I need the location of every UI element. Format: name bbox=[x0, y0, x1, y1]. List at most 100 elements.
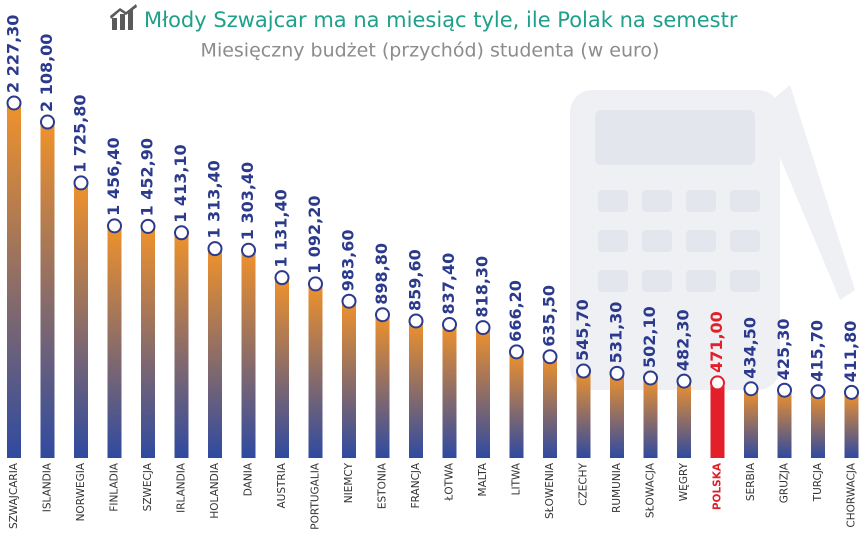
bar bbox=[141, 226, 155, 458]
bar bbox=[778, 390, 792, 458]
bar bbox=[543, 357, 557, 458]
bar-marker bbox=[443, 318, 456, 331]
value-label: 1 456,40 bbox=[104, 137, 123, 215]
bar bbox=[175, 233, 189, 458]
bar-marker bbox=[142, 220, 155, 233]
bar-marker bbox=[678, 375, 691, 388]
x-tick-label: AUSTRIA bbox=[276, 462, 288, 508]
bar bbox=[644, 378, 658, 458]
x-tick-label: SERBIA bbox=[745, 462, 757, 501]
bar-marker bbox=[845, 386, 858, 399]
x-tick-label: CHORWACJA bbox=[846, 462, 858, 527]
x-tick-label: LITWA bbox=[511, 462, 523, 495]
value-label: 818,30 bbox=[473, 256, 492, 318]
value-label: 2 108,00 bbox=[37, 34, 56, 112]
x-tick-label: SZWECJA bbox=[142, 462, 154, 511]
bar-marker bbox=[611, 367, 624, 380]
bar bbox=[610, 373, 624, 458]
bar-marker bbox=[343, 295, 356, 308]
x-tick-label: ŁOTWA bbox=[444, 462, 456, 501]
x-tick-label: RUMUNIA bbox=[611, 462, 623, 513]
value-label: 545,70 bbox=[573, 299, 592, 361]
bar bbox=[376, 315, 390, 458]
value-label: 531,30 bbox=[607, 302, 626, 364]
x-tick-label: FINLADIA bbox=[109, 462, 121, 511]
bar-marker bbox=[41, 116, 54, 129]
bar-marker bbox=[477, 321, 490, 334]
value-label: 434,50 bbox=[741, 317, 760, 379]
bar bbox=[443, 325, 457, 458]
bar-marker bbox=[745, 382, 758, 395]
bar-marker bbox=[510, 345, 523, 358]
bar-marker bbox=[711, 376, 724, 389]
value-label: 471,00 bbox=[707, 311, 726, 373]
value-label: 666,20 bbox=[506, 280, 525, 342]
chart-subtitle: Miesięczny budżet (przychód) studenta (w… bbox=[201, 40, 660, 62]
bar bbox=[711, 383, 725, 458]
x-tick-label: TURCJA bbox=[812, 462, 824, 502]
value-label: 502,10 bbox=[640, 306, 659, 368]
bar bbox=[577, 371, 591, 458]
value-label: 983,60 bbox=[339, 229, 358, 291]
title-icon bbox=[110, 4, 137, 30]
bar bbox=[476, 328, 490, 458]
x-tick-label: SZWAJCARIA bbox=[8, 462, 20, 529]
x-tick-label: SŁOWENIA bbox=[544, 462, 556, 519]
value-label: 1 131,40 bbox=[272, 189, 291, 267]
value-label: 859,60 bbox=[406, 249, 425, 311]
bar-marker bbox=[209, 242, 222, 255]
bar-marker bbox=[544, 350, 557, 363]
value-label: 425,30 bbox=[774, 318, 793, 380]
bar-marker bbox=[175, 226, 188, 239]
x-tick-label: ISLANDIA bbox=[42, 462, 54, 512]
bar bbox=[74, 183, 88, 458]
bar bbox=[108, 226, 122, 458]
bar bbox=[744, 389, 758, 458]
bar bbox=[242, 250, 256, 458]
bar-marker bbox=[778, 384, 791, 397]
x-tick-label: GRUZJA bbox=[779, 462, 791, 503]
value-label: 1 413,10 bbox=[171, 144, 190, 222]
x-tick-label: FRANCJA bbox=[410, 462, 422, 508]
x-tick-label: PORTUGALIA bbox=[310, 462, 322, 529]
bar-marker bbox=[309, 277, 322, 290]
chart: Młody Szwajcar ma na miesiąc tyle, ile P… bbox=[0, 0, 862, 539]
bar-marker bbox=[242, 244, 255, 257]
bar-marker bbox=[276, 271, 289, 284]
bar-marker bbox=[376, 308, 389, 321]
value-label: 1 725,80 bbox=[71, 94, 90, 172]
x-tick-label: POLSKA bbox=[712, 462, 724, 510]
value-label: 2 227,30 bbox=[4, 15, 23, 93]
x-tick-label: WĘGRY bbox=[678, 462, 690, 501]
value-label: 898,80 bbox=[372, 243, 391, 305]
x-tick-label: HOLANDIA bbox=[209, 462, 221, 518]
bar-marker bbox=[75, 176, 88, 189]
bar bbox=[409, 321, 423, 458]
bar bbox=[342, 301, 356, 458]
value-label: 415,70 bbox=[808, 320, 827, 382]
value-label: 635,50 bbox=[540, 285, 559, 347]
bar bbox=[510, 352, 524, 458]
value-label: 837,40 bbox=[439, 253, 458, 315]
value-label: 411,80 bbox=[841, 321, 860, 383]
bar-marker bbox=[644, 371, 657, 384]
value-label: 1 092,20 bbox=[305, 195, 324, 273]
x-tick-label: CZECHY bbox=[578, 462, 590, 505]
bar bbox=[208, 249, 222, 458]
value-label: 1 303,40 bbox=[238, 162, 257, 240]
value-label: 482,30 bbox=[674, 309, 693, 371]
x-tick-label: ESTONIA bbox=[377, 462, 389, 509]
bar bbox=[275, 278, 289, 458]
chart-title: Młody Szwajcar ma na miesiąc tyle, ile P… bbox=[144, 8, 738, 32]
x-tick-label: NORWEGIA bbox=[75, 462, 87, 521]
bar-marker bbox=[108, 219, 121, 232]
bar bbox=[309, 284, 323, 458]
value-label: 1 313,40 bbox=[205, 160, 224, 238]
value-label: 1 452,90 bbox=[138, 138, 157, 216]
bar bbox=[41, 122, 55, 458]
x-tick-label: NIEMCY bbox=[343, 462, 355, 503]
bar-marker bbox=[410, 314, 423, 327]
x-tick-label: DANIA bbox=[243, 462, 255, 496]
bar bbox=[7, 103, 21, 458]
bar-marker bbox=[812, 385, 825, 398]
